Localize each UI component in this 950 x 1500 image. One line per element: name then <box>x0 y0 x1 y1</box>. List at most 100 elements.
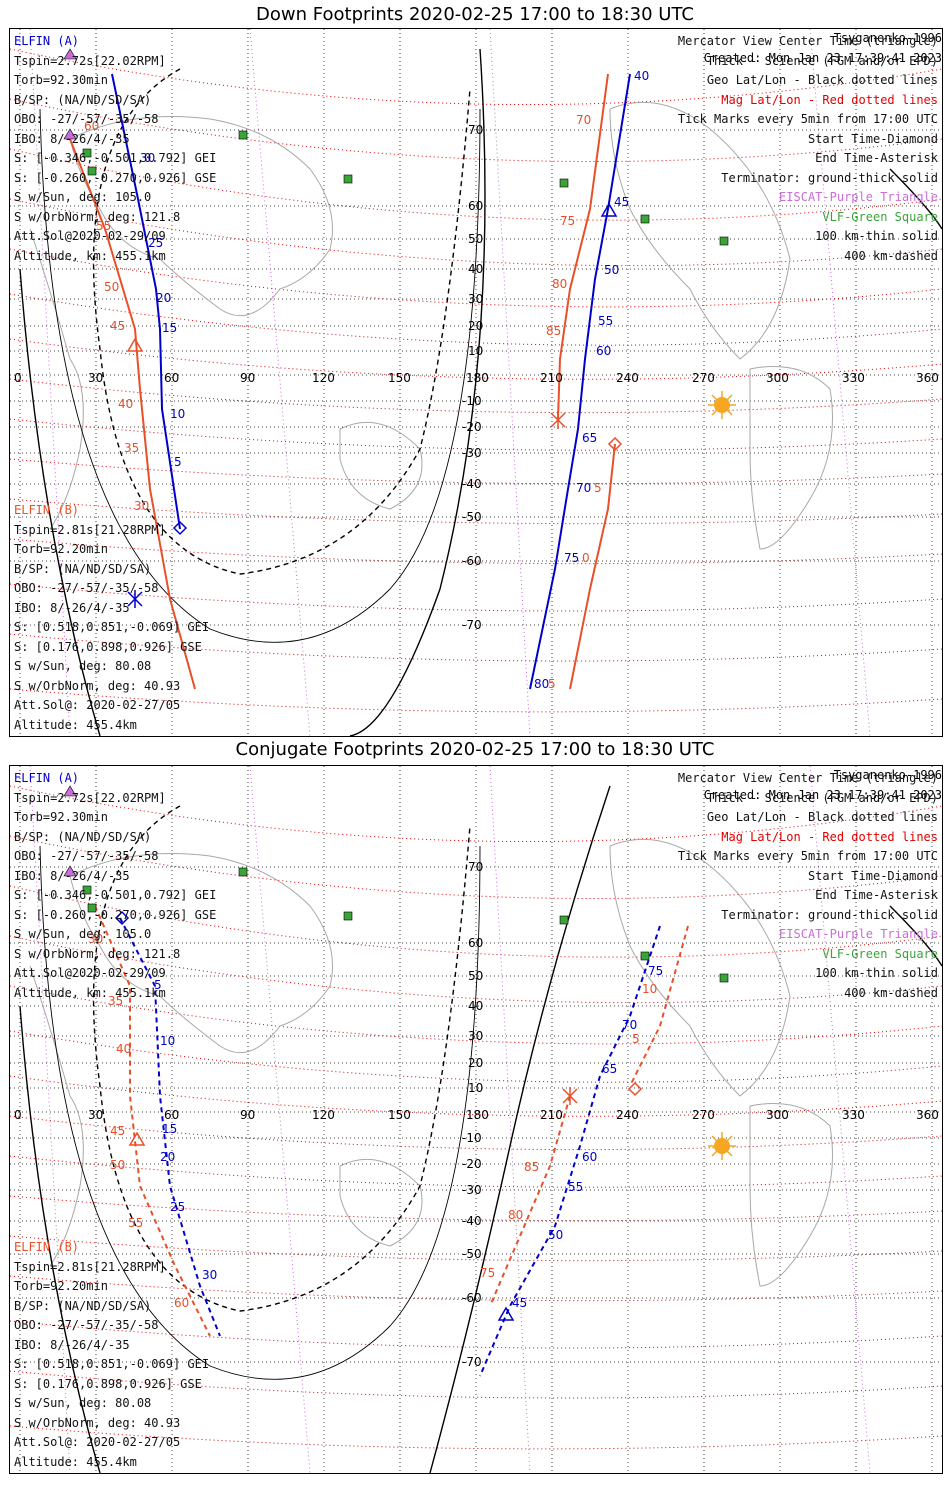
model-label: Tsyganenko-1996 <box>833 31 942 45</box>
info-line: IBO: 8/-26/4/-35 <box>14 600 130 615</box>
info-line: S: [-0.260,-0.270,0.926] GSE <box>14 170 217 185</box>
lon-tick: 270 <box>692 371 715 385</box>
lon-tick: 360 <box>916 1108 939 1122</box>
lon-tick: 150 <box>388 1108 411 1122</box>
lon-tick: 240 <box>616 371 639 385</box>
created-label: Created: Mon Jan 23 17:39:41 2023 <box>703 50 942 65</box>
track-time-label: 80 <box>508 1208 524 1222</box>
legend-eiscat: EISCAT-Purple Triangle <box>779 190 938 204</box>
track-time-label: 60 <box>596 344 612 358</box>
track-time-label: 45 <box>110 319 126 333</box>
track-time-label: 75 <box>480 1266 496 1280</box>
lat-tick: -40 <box>462 477 482 491</box>
lat-tick: -70 <box>462 618 482 632</box>
info-line: OBO: -27/-57/-35/-58 <box>14 112 159 126</box>
lon-tick: 180 <box>466 1108 489 1122</box>
lon-tick: 30 <box>88 371 104 385</box>
lat-tick: -20 <box>462 420 482 434</box>
lat-tick: -30 <box>462 1183 482 1197</box>
elfin-a-info: ELFIN (A) Tspin=2.72s[22.02RPM] Torb=92.… <box>14 32 216 266</box>
legend-ticks: Tick Marks every 5min from 17:00 UTC <box>677 849 938 863</box>
track-time-label: 75 <box>560 214 576 228</box>
info-line: Att.Sol@: 2020-02-27/05 <box>14 698 181 712</box>
info-line: B/SP: (NA/ND/SD/SA) <box>14 1298 152 1313</box>
lon-tick: 180 <box>466 371 489 385</box>
track-time-label: 25 <box>170 1200 186 1214</box>
track-time-label: 30 <box>88 932 104 946</box>
lat-tick: -70 <box>462 1355 482 1369</box>
info-line: B/SP: (NA/ND/SD/SA) <box>14 92 152 107</box>
track-time-label: 85 <box>524 1160 540 1174</box>
lat-tick: -40 <box>462 1214 482 1228</box>
lat-tick: -10 <box>462 1131 482 1145</box>
lon-tick: 120 <box>312 371 335 385</box>
track-time-label: 40 <box>116 1042 132 1056</box>
lat-tick: 10 <box>468 344 484 358</box>
legend-start: Start Time-Diamond <box>807 131 938 146</box>
elfin-a-header: ELFIN (A) <box>14 771 80 785</box>
track-time-label: 5 <box>594 481 602 495</box>
info-line: S: [-0.346,-0.501,0.792] GEI <box>14 888 217 902</box>
down-panel-title: Down Footprints 2020-02-25 17:00 to 18:3… <box>256 4 694 25</box>
info-line: Tspin=2.72s[22.02RPM] <box>14 53 166 68</box>
legend-end: End Time-Asterisk <box>815 888 938 902</box>
track-time-label: 50 <box>110 1158 126 1172</box>
track-time-label: 65 <box>602 1062 618 1076</box>
lon-tick: 240 <box>616 1108 639 1122</box>
track-time-label: 10 <box>170 407 186 421</box>
elfin-a-header: ELFIN (A) <box>14 34 80 48</box>
info-line: S w/OrbNorm, deg: 40.93 <box>14 1415 181 1430</box>
lat-tick: 60 <box>468 199 484 213</box>
track-time-label: 55 <box>96 219 112 233</box>
track-time-label: 80 <box>534 677 550 691</box>
info-line: Att.Sol@2020-02-29/09 <box>14 966 166 980</box>
track-time-label: 5 <box>154 978 162 992</box>
lat-tick: -10 <box>462 394 482 408</box>
track-time-label: 50 <box>604 263 620 277</box>
track-time-label: 55 <box>128 1216 144 1230</box>
track-time-label: 30 <box>202 1268 218 1282</box>
lat-tick: -60 <box>462 1291 482 1305</box>
conjugate-panel-title: Conjugate Footprints 2020-02-25 17:00 to… <box>235 739 715 760</box>
track-time-label: 5 <box>632 1032 640 1046</box>
track-time-label: 75 <box>648 964 664 978</box>
info-line: S w/OrbNorm, deg: 40.93 <box>14 678 181 693</box>
lat-tick: -20 <box>462 1157 482 1171</box>
info-line: OBO: -27/-57/-35/-58 <box>14 849 159 863</box>
lat-tick: 30 <box>468 292 484 306</box>
lon-tick: 210 <box>540 1108 563 1122</box>
legend-geo: Geo Lat/Lon - Black dotted lines <box>706 810 938 824</box>
info-line: S w/Sun, deg: 80.08 <box>14 659 152 673</box>
info-line: S w/Sun, deg: 105.0 <box>14 927 152 941</box>
conjugate-map-graphic <box>10 766 942 1473</box>
legend-view: Mercator View Center Time (triangle) <box>677 771 938 785</box>
track-time-label: 5 <box>548 677 556 691</box>
info-line: S: [0.176,0.898,0.926] GSE <box>14 639 202 654</box>
elfin-a-info: ELFIN (A) Tspin=2.72s[22.02RPM] Torb=92.… <box>14 769 216 1003</box>
legend-end: End Time-Asterisk <box>815 151 938 165</box>
info-line: Att.Sol@2020-02-29/09 <box>14 229 166 243</box>
legend-400km: 400 km-dashed <box>844 248 938 263</box>
track-time-label: 20 <box>156 291 172 305</box>
track-time-label: 45 <box>110 1124 126 1138</box>
track-time-label: 45 <box>614 195 630 209</box>
info-line: S w/Sun, deg: 80.08 <box>14 1396 152 1410</box>
lon-tick: 120 <box>312 1108 335 1122</box>
track-time-label: 45 <box>512 1296 528 1310</box>
track-time-label: 70 <box>622 1018 638 1032</box>
legend-thick: Thick - Science (FGM and/or EPD) <box>706 790 938 805</box>
map-legend: Mercator View Center Time (triangle) Thi… <box>678 769 938 1003</box>
legend-eiscat: EISCAT-Purple Triangle <box>779 927 938 941</box>
elfin-b-info: ELFIN (B) Tspin=2.81s[21.28RPM] Torb=92.… <box>14 1238 209 1472</box>
info-line: Tspin=2.81s[21.28RPM] <box>14 1259 166 1274</box>
legend-mag: Mag Lat/Lon - Red dotted lines <box>721 92 938 107</box>
track-time-label: 25 <box>148 236 164 250</box>
legend-terminator: Terminator: ground-thick solid <box>721 907 938 922</box>
lon-tick: 300 <box>766 371 789 385</box>
info-line: Att.Sol@: 2020-02-27/05 <box>14 1435 181 1449</box>
track-time-label: 15 <box>162 321 178 335</box>
info-line: S: [-0.346,-0.501,0.792] GEI <box>14 151 217 165</box>
track-time-label: 55 <box>568 1180 584 1194</box>
lon-tick: 0 <box>14 1108 22 1122</box>
lon-tick: 330 <box>842 1108 865 1122</box>
